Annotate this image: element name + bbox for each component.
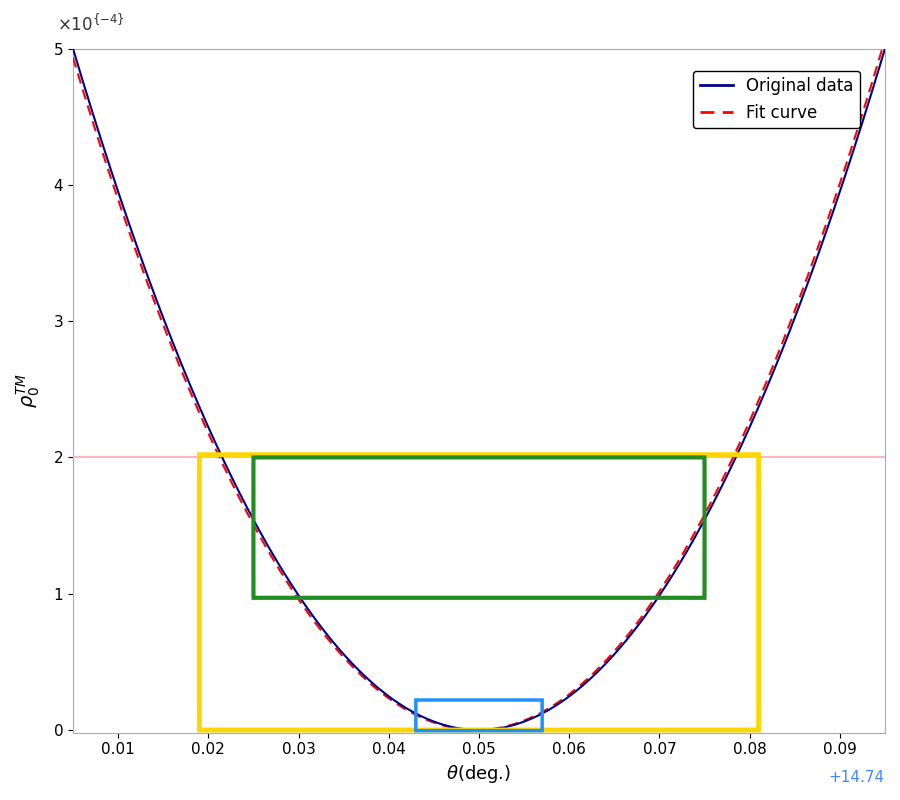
Original data — [864, 95, 875, 105]
Fit curve — [209, 440, 220, 450]
Original data — [414, 710, 425, 720]
Fit curve — [160, 326, 171, 336]
Text: +14.74: +14.74 — [829, 770, 885, 786]
Y-axis label: $\rho_0^{TM}$: $\rho_0^{TM}$ — [15, 373, 42, 408]
Fit curve — [68, 53, 78, 62]
Fit curve — [379, 690, 390, 700]
Text: $\times10^{\{-4\}}$: $\times10^{\{-4\}}$ — [57, 14, 124, 35]
Original data — [379, 688, 390, 698]
Original data — [160, 319, 171, 329]
Original data — [473, 725, 484, 734]
Fit curve — [864, 86, 875, 96]
Line: Fit curve: Fit curve — [73, 49, 885, 730]
Fit curve — [471, 725, 482, 734]
Original data — [879, 44, 890, 54]
Original data — [68, 44, 78, 54]
Fit curve — [777, 339, 788, 349]
Original data — [777, 346, 788, 356]
Original data — [209, 434, 220, 444]
Fit curve — [414, 712, 425, 722]
Line: Original data: Original data — [73, 49, 885, 730]
Fit curve — [879, 44, 890, 54]
Legend: Original data, Fit curve: Original data, Fit curve — [693, 70, 860, 128]
X-axis label: $\theta$(deg.): $\theta$(deg.) — [446, 763, 511, 785]
Fit curve — [878, 44, 888, 54]
